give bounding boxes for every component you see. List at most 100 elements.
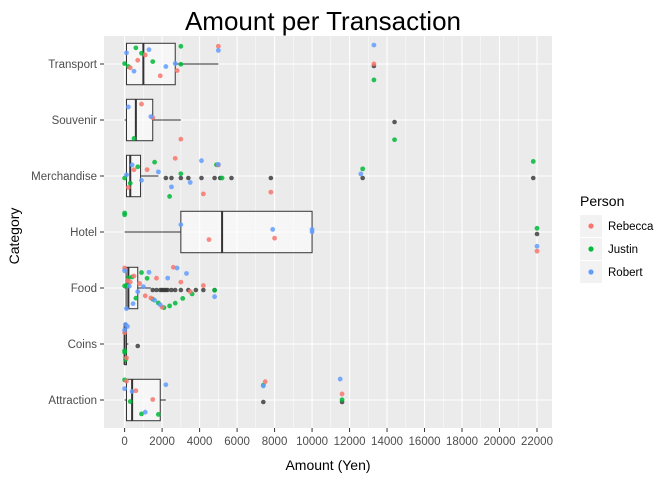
box-outlier	[193, 287, 199, 293]
y-tick-label: Coins	[68, 339, 98, 351]
data-point-robert	[337, 376, 343, 382]
data-point-justin	[180, 295, 186, 301]
data-point-robert	[163, 64, 169, 69]
data-point-robert	[122, 386, 128, 392]
box-outlier	[165, 287, 171, 293]
data-point-rebecca	[172, 155, 178, 161]
x-tick-label: 22000	[521, 436, 553, 448]
data-point-justin	[219, 175, 225, 181]
box-outlier	[150, 287, 156, 293]
box-body	[125, 154, 142, 198]
box-body	[125, 98, 154, 142]
legend-entry-rebecca: Rebecca	[580, 215, 654, 237]
data-point-robert	[371, 42, 377, 48]
data-point-rebecca	[131, 167, 137, 173]
data-point-robert	[155, 169, 161, 175]
data-point-rebecca	[534, 248, 540, 254]
legend-marker	[588, 223, 594, 229]
box-outlier	[178, 287, 184, 293]
data-point-robert	[129, 162, 135, 168]
data-point-robert	[146, 269, 152, 275]
data-point-robert	[122, 327, 128, 333]
box-outlier	[212, 175, 217, 181]
box-souvenir	[124, 98, 397, 142]
data-point-robert	[130, 301, 136, 307]
data-point-justin	[135, 164, 141, 170]
data-point-justin	[178, 43, 184, 49]
box-body	[180, 210, 313, 254]
chart-title: Amount per Transaction	[185, 6, 461, 36]
data-point-rebecca	[262, 379, 268, 385]
data-point-rebecca	[200, 191, 206, 197]
data-point-robert	[139, 177, 144, 183]
data-point-justin	[178, 171, 184, 177]
data-point-justin	[144, 275, 150, 281]
data-point-rebecca	[135, 57, 141, 63]
data-point-rebecca	[215, 43, 221, 49]
data-point-justin	[392, 137, 397, 143]
data-point-justin	[133, 295, 139, 301]
data-point-justin	[360, 166, 366, 172]
data-point-rebecca	[133, 388, 139, 394]
y-tick-labels: Attraction Coins Food Hotel Merchandise Souve…	[31, 59, 104, 407]
data-point-robert	[215, 48, 221, 53]
x-tick-label: 20000	[484, 436, 516, 448]
data-point-robert	[178, 222, 184, 228]
data-point-justin	[150, 59, 156, 65]
x-tick-label: 18000	[446, 436, 478, 448]
data-point-rebecca	[127, 279, 133, 285]
data-point-rebecca	[187, 289, 193, 295]
box-outlier	[268, 175, 274, 181]
data-point-justin	[139, 411, 144, 417]
data-point-rebecca	[124, 355, 129, 361]
data-point-rebecca	[178, 279, 184, 285]
legend-label: Robert	[608, 267, 643, 279]
legend-marker	[588, 246, 594, 252]
point-layer	[122, 42, 540, 417]
legend: Person Rebecca Justin Robert	[580, 193, 654, 283]
data-point-rebecca	[157, 73, 163, 79]
data-point-rebecca	[200, 283, 206, 288]
y-tick-label: Merchandise	[31, 171, 97, 183]
data-point-robert	[260, 383, 266, 389]
data-point-justin	[172, 300, 178, 306]
data-point-justin	[127, 399, 133, 404]
data-point-robert	[184, 271, 189, 276]
data-point-robert	[187, 180, 193, 185]
data-point-robert	[172, 61, 178, 66]
box-outlier	[163, 175, 169, 181]
box-outlier	[360, 175, 365, 181]
x-tick-label: 2000	[149, 436, 175, 448]
box-outlier	[169, 287, 174, 293]
x-tick-label: 8000	[262, 436, 288, 448]
x-tick-label: 0	[121, 436, 127, 448]
y-tick-label: Hotel	[70, 227, 97, 239]
data-point-robert	[163, 382, 169, 388]
data-point-rebecca	[339, 391, 345, 397]
data-point-rebecca	[124, 378, 129, 384]
data-point-justin	[122, 210, 128, 216]
legend-label: Justin	[608, 244, 638, 256]
data-point-justin	[122, 348, 128, 354]
box-outlier	[186, 175, 191, 181]
data-point-rebecca	[206, 237, 212, 242]
data-point-justin	[371, 77, 377, 83]
data-point-justin	[122, 61, 128, 66]
data-point-robert	[215, 162, 221, 167]
data-point-robert	[129, 389, 135, 394]
data-point-justin	[155, 412, 161, 417]
data-point-robert	[126, 283, 132, 289]
data-point-rebecca	[272, 235, 277, 241]
data-point-rebecca	[154, 275, 159, 281]
data-point-justin	[133, 45, 139, 51]
data-point-justin	[530, 159, 536, 164]
data-point-robert	[212, 294, 217, 300]
data-point-robert	[148, 114, 154, 120]
y-tick-label: Souvenir	[52, 115, 98, 127]
data-point-justin	[534, 225, 540, 231]
data-point-rebecca	[150, 397, 156, 402]
data-point-robert	[125, 324, 130, 329]
data-point-rebecca	[178, 136, 184, 142]
